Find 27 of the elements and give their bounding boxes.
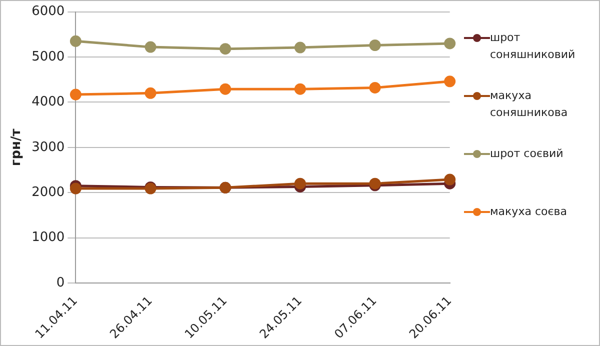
point (220, 83, 232, 95)
point (444, 76, 456, 88)
point (220, 43, 232, 55)
point (294, 42, 306, 54)
point (70, 35, 82, 47)
point (294, 178, 306, 190)
y-tick-label: 4000 (32, 94, 65, 110)
legend-label: макуха соєва (490, 204, 567, 220)
point (369, 40, 381, 51)
y-tick-label: 2000 (32, 184, 65, 200)
legend-label: шрот соєвий (490, 146, 564, 162)
y-tick-label: 5000 (32, 49, 65, 64)
point (144, 41, 156, 53)
point (70, 88, 82, 100)
point (70, 182, 82, 194)
point (144, 87, 156, 99)
y-axis-title: грн/т (9, 128, 24, 166)
legend-label: макуха соняшникова (490, 88, 569, 121)
y-tick-label: 0 (56, 275, 65, 290)
point (444, 174, 456, 186)
y-tick-label: 1000 (32, 230, 65, 246)
y-tick-label: 6000 (32, 4, 65, 20)
point (369, 82, 381, 94)
legend-label: шрот соняшниковий (490, 30, 576, 63)
point (444, 38, 456, 50)
y-tick-label: 3000 (32, 140, 65, 155)
point (294, 83, 306, 95)
